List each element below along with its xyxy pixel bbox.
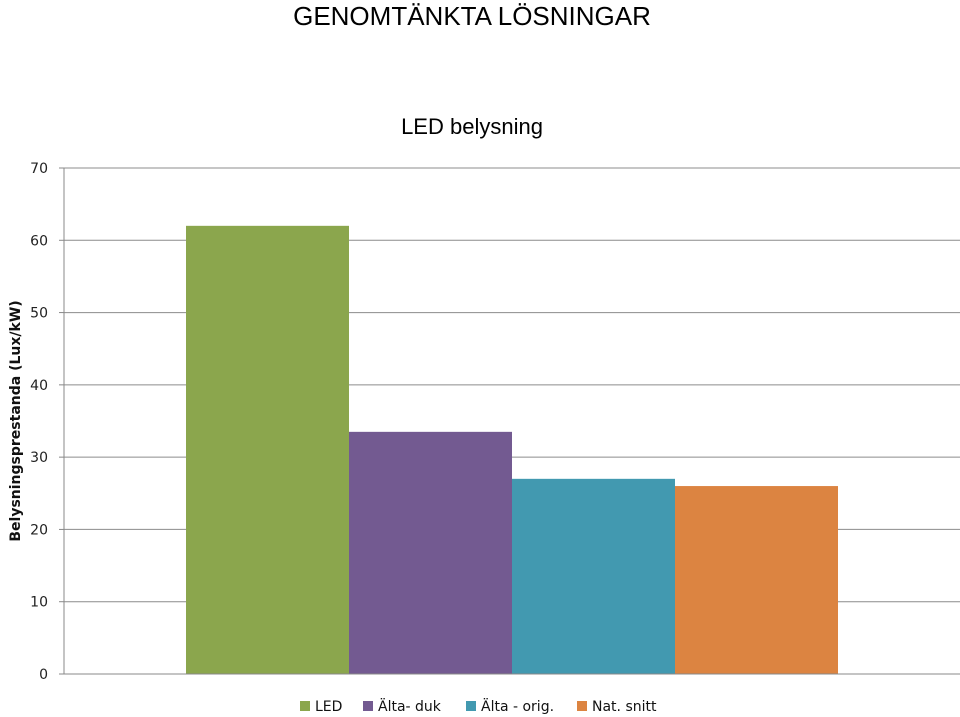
y-tick-label: 30 — [30, 450, 48, 466]
y-axis-label: Belysningsprestanda (Lux/kW) — [8, 300, 24, 541]
y-tick-label: 40 — [30, 378, 48, 394]
y-tick-label: 0 — [39, 667, 48, 683]
page-title: GENOMTÄNKTA LÖSNINGAR — [293, 1, 651, 31]
y-tick-label: 20 — [30, 522, 48, 538]
bar-led — [186, 225, 349, 675]
chart-title: LED belysning — [401, 114, 543, 139]
y-tick-label: 10 — [30, 595, 48, 611]
legend-label: Älta- duk — [378, 697, 442, 715]
legend: LED Älta- duk Älta - orig. Nat. snitt — [300, 697, 657, 715]
legend-label: Nat. snitt — [592, 699, 657, 715]
y-tick-label: 60 — [30, 233, 48, 249]
y-axis-ticks: 0 10 20 30 40 50 60 70 — [30, 161, 64, 683]
legend-swatch — [577, 701, 587, 711]
bar-älta-duk — [349, 431, 512, 674]
legend-swatch — [363, 701, 373, 711]
bar-nat-snitt — [675, 486, 838, 674]
legend-label: LED — [315, 699, 342, 715]
y-tick-label: 50 — [30, 306, 48, 322]
legend-swatch — [300, 701, 310, 711]
legend-label: Älta - orig. — [481, 697, 554, 715]
bars — [186, 225, 838, 675]
legend-swatch — [466, 701, 476, 711]
y-tick-label: 70 — [30, 161, 48, 177]
bar-älta-orig — [512, 478, 675, 674]
